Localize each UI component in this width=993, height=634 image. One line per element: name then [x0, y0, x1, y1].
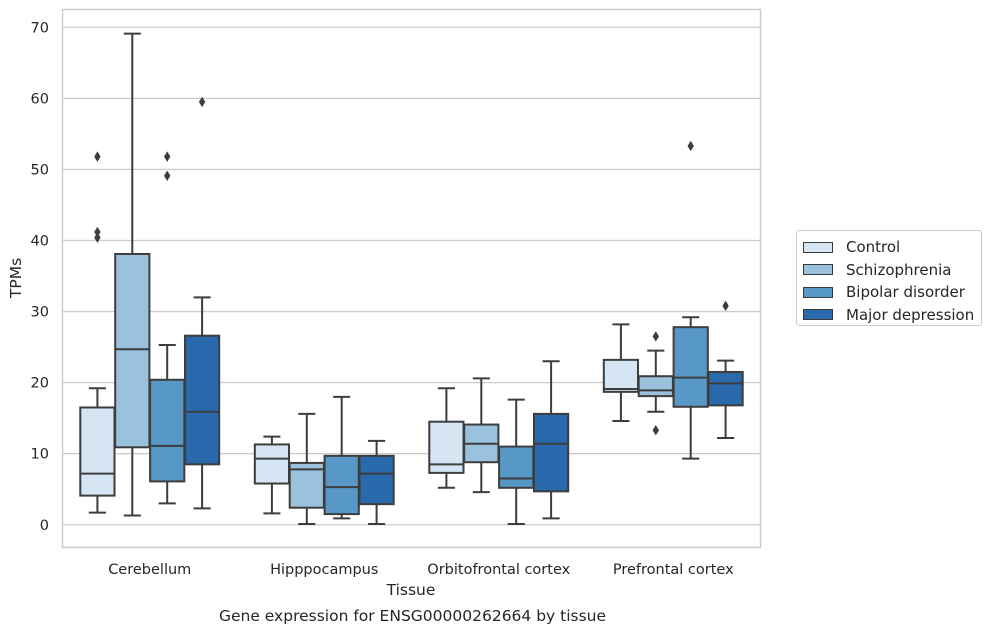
box-0-0 [79, 151, 116, 514]
legend-label: Bipolar disorder [846, 283, 965, 302]
legend-swatch [803, 264, 833, 276]
legend-swatch [803, 286, 833, 298]
legend-label: Schizophrenia [846, 260, 952, 279]
outlier-point [94, 232, 101, 243]
box-body [707, 370, 744, 407]
box-0-3 [183, 96, 221, 510]
box-0-2 [149, 151, 186, 505]
box-body [183, 334, 221, 466]
box-2-1 [463, 377, 500, 494]
x-tick-label: Cerebellum [108, 562, 191, 578]
outlier-point [164, 151, 171, 162]
legend-item: Control [803, 236, 981, 259]
outlier-point [722, 300, 729, 312]
box-body [602, 358, 640, 393]
box-1-2 [323, 395, 360, 520]
y-tick-labels: 0 10 20 30 40 50 60 70 [31, 20, 49, 533]
legend-item: Major depression [803, 304, 981, 327]
y-tick-label: 0 [40, 518, 49, 534]
y-tick-label: 70 [31, 20, 49, 36]
legend-swatch [803, 241, 833, 253]
outlier-point [652, 331, 659, 342]
y-tick-label: 10 [31, 447, 49, 463]
box-2-0 [428, 387, 465, 489]
box-body [672, 326, 709, 408]
y-tick-label: 40 [31, 233, 49, 249]
x-tick-label: Prefrontal cortex [613, 562, 734, 578]
box-body [114, 252, 151, 449]
box-1-3 [358, 439, 395, 526]
outlier-point [164, 170, 171, 182]
legend-swatch [803, 309, 833, 321]
x-tick-label: Hipppocampus [270, 562, 378, 578]
outlier-point [652, 425, 659, 436]
y-tick-label: 60 [31, 91, 49, 107]
legend-item: Bipolar disorder [803, 281, 981, 304]
x-tick-label: Orbitofrontal cortex [427, 562, 570, 578]
box-body [358, 454, 395, 506]
legend-label: Control [846, 238, 901, 257]
legend: Control Schizophrenia Bipolar disorder Majo… [796, 230, 982, 326]
box-1-0 [253, 435, 291, 515]
box-body [532, 412, 570, 493]
legend-item: Schizophrenia [803, 259, 981, 282]
box-0-1 [114, 32, 151, 517]
outlier-point [687, 140, 694, 152]
box-body [637, 375, 674, 398]
box-3-3 [707, 300, 744, 440]
legend-label: Major depression [846, 305, 975, 324]
box-body [498, 445, 535, 489]
box-2-3 [532, 360, 570, 520]
chart-caption: Gene expression for ENSG00000262664 by t… [218, 607, 607, 625]
box-body [253, 443, 291, 485]
y-tick-label: 50 [31, 162, 49, 178]
box-2-2 [498, 398, 535, 526]
y-tick-label: 20 [31, 376, 49, 392]
outlier-point [94, 226, 101, 238]
box-body [323, 454, 360, 516]
x-tick-labels: Cerebellum Hipppocampus Orbitofrontal cort… [108, 562, 734, 578]
box-body [149, 378, 186, 483]
outlier-point [198, 96, 206, 108]
y-tick-label: 30 [31, 305, 49, 321]
box-1-1 [288, 412, 325, 526]
box-body [79, 406, 116, 497]
box-3-2 [672, 140, 709, 460]
y-axis-label: TPMs [7, 258, 25, 299]
x-axis-label: Tissue [386, 581, 436, 599]
boxes [79, 32, 744, 526]
outlier-point [94, 151, 101, 162]
